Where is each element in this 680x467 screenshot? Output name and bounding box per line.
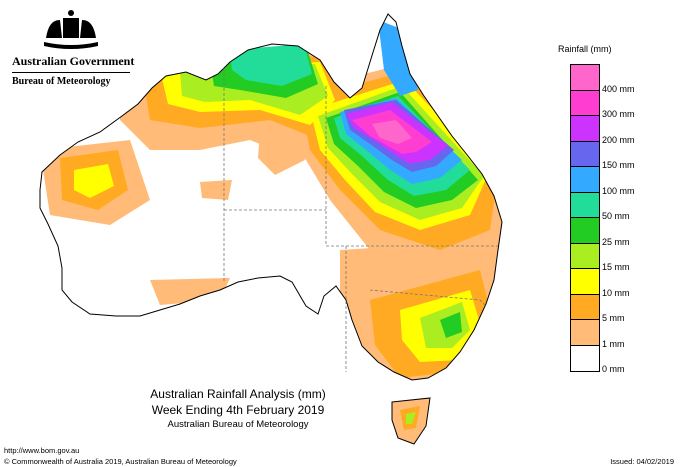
- legend-swatch-6: [571, 218, 599, 244]
- legend-label-1: 400 mm: [602, 83, 635, 94]
- legend-swatch-4: [571, 167, 599, 193]
- map-title-block: Australian Rainfall Analysis (mm) Week E…: [138, 387, 338, 430]
- legend-title: Rainfall (mm): [558, 44, 612, 54]
- bureau-name: Bureau of Meteorology: [12, 76, 111, 87]
- rainfall-legend: Rainfall (mm) 400 mm 300 mm 200 mm 150 mm 10…: [556, 44, 666, 374]
- government-name: Australian Government: [12, 54, 135, 68]
- map-title: Australian Rainfall Analysis (mm): [150, 387, 326, 401]
- legend-label-12: 0 mm: [602, 364, 625, 374]
- legend-swatch-1: [571, 90, 599, 116]
- legend-label-8: 15 mm: [602, 262, 630, 272]
- government-logo: Australian Government Bureau of Meteorol…: [12, 8, 135, 87]
- bom-website-link[interactable]: http://www.bom.gov.au: [4, 446, 80, 455]
- coat-of-arms-icon: [44, 10, 98, 49]
- legend-swatch-3: [571, 141, 599, 167]
- map-subtitle: Week Ending 4th February 2019: [151, 403, 325, 417]
- legend-swatch-7: [571, 243, 599, 269]
- legend-swatch-0: [571, 65, 599, 91]
- legend-label-10: 5 mm: [602, 313, 625, 323]
- legend-label-2: 300 mm: [602, 109, 635, 119]
- legend-label-5: 100 mm: [602, 185, 635, 196]
- legend-label-9: 10 mm: [602, 287, 630, 298]
- legend-label-4: 150 mm: [602, 160, 635, 170]
- legend-swatch-5: [571, 192, 599, 218]
- legend-label-6: 50 mm: [602, 211, 630, 221]
- legend-swatch-8: [571, 269, 599, 295]
- tasmania: [391, 397, 431, 445]
- map-source: Australian Bureau of Meteorology: [167, 419, 309, 430]
- state-borders: [223, 68, 498, 372]
- legend-swatch-9: [571, 294, 599, 320]
- mainland-australia: [39, 13, 503, 381]
- issued-date: Issued: 04/02/2019: [610, 457, 674, 466]
- legend-label-7: 25 mm: [602, 236, 630, 247]
- legend-label-11: 1 mm: [602, 338, 625, 349]
- legend-swatch-10: [571, 320, 599, 346]
- legend-label-3: 200 mm: [602, 134, 635, 145]
- legend-color-bar: [570, 64, 600, 372]
- legend-swatch-11: [571, 345, 599, 371]
- logo-divider: [12, 72, 130, 73]
- legend-swatch-2: [571, 116, 599, 142]
- copyright-notice: © Commonwealth of Australia 2019, Austra…: [4, 457, 237, 466]
